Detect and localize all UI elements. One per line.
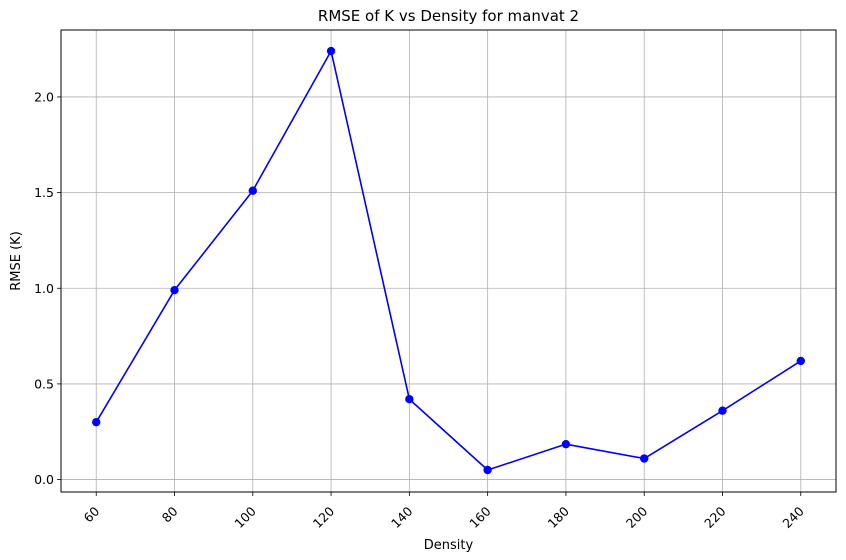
- data-point: [640, 454, 649, 463]
- x-tick-label: 220: [701, 503, 729, 531]
- x-tick-label: 120: [310, 503, 338, 531]
- x-axis-ticks: 60 80 100 120 140 160 180 200 220 240: [80, 492, 807, 531]
- data-point: [796, 356, 805, 366]
- series-line-group: [95, 50, 802, 471]
- grid-lines: [61, 30, 836, 492]
- x-tick-label: 140: [388, 503, 416, 531]
- x-tick-label: 180: [545, 503, 573, 531]
- data-point: [248, 186, 257, 195]
- y-axis-label: RMSE (K): [9, 231, 24, 291]
- y-tick-label: 2.0: [34, 89, 54, 104]
- x-tick-label: 100: [231, 503, 259, 531]
- data-point: [92, 417, 101, 427]
- chart-title: RMSE of K vs Density for manvat 2: [318, 7, 579, 25]
- x-tick-label: 80: [159, 503, 181, 525]
- x-axis-label: Density: [424, 538, 474, 553]
- series-line: [95, 50, 802, 471]
- data-points: [92, 46, 805, 475]
- x-tick-label: 240: [779, 503, 807, 531]
- y-tick-label: 1.5: [34, 185, 54, 200]
- data-point: [170, 285, 179, 295]
- y-tick-label: 0.5: [34, 376, 54, 391]
- data-point: [483, 465, 492, 475]
- data-point: [405, 395, 414, 404]
- x-tick-label: 200: [623, 503, 651, 531]
- data-point: [326, 46, 336, 56]
- plot-area-frame: [60, 29, 837, 493]
- y-axis-ticks: 0.0 0.5 1.0 1.5 2.0: [34, 89, 61, 487]
- x-tick-label: 60: [80, 503, 102, 525]
- data-point: [718, 406, 727, 415]
- x-tick-label: 160: [466, 503, 494, 531]
- data-point: [561, 439, 571, 449]
- y-tick-label: 1.0: [34, 281, 54, 296]
- y-tick-label: 0.0: [34, 472, 54, 487]
